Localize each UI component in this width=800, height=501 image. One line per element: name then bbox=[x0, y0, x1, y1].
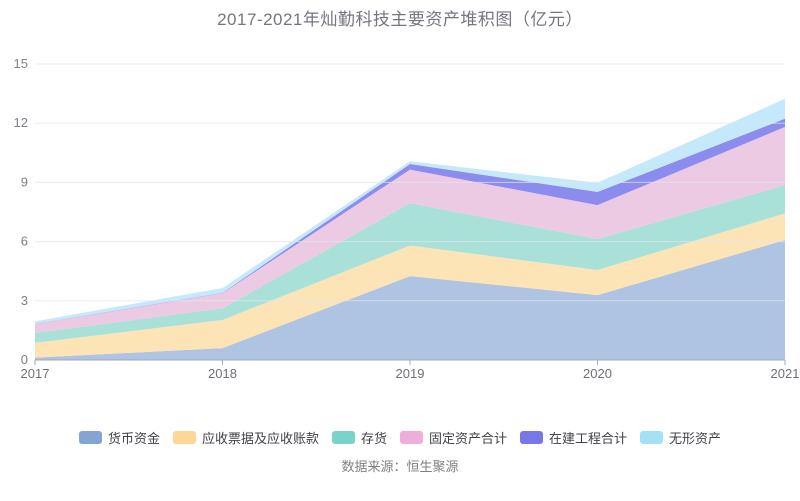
y-tick-label-12: 12 bbox=[14, 115, 28, 130]
x-tick-label-2017: 2017 bbox=[21, 366, 50, 381]
y-tick-label-6: 6 bbox=[21, 234, 28, 249]
chart-title: 2017-2021年灿勤科技主要资产堆积图（亿元） bbox=[217, 10, 583, 29]
legend-item-3[interactable]: 固定资产合计 bbox=[400, 428, 507, 447]
legend-item-4[interactable]: 在建工程合计 bbox=[520, 428, 627, 447]
stacked-area-chart: 2017 2018 2019 2020 2021 0 3 6 9 12 15 bbox=[14, 56, 800, 381]
legend-label: 存货 bbox=[360, 431, 387, 446]
legend-label: 固定资产合计 bbox=[429, 431, 508, 446]
legend-item-2[interactable]: 存货 bbox=[331, 428, 387, 447]
legend-swatch-icon bbox=[400, 431, 423, 444]
area-layer-1[interactable] bbox=[35, 213, 785, 358]
y-tick-label-9: 9 bbox=[21, 174, 28, 189]
legend-swatch-icon bbox=[520, 431, 544, 444]
legend-label: 货币资金 bbox=[107, 431, 160, 446]
legend-label: 在建工程合计 bbox=[549, 431, 628, 446]
legend-swatch-icon bbox=[172, 431, 196, 444]
x-tick-label-2020: 2020 bbox=[583, 366, 612, 381]
legend-label: 无形资产 bbox=[669, 431, 722, 446]
y-tick-label-3: 3 bbox=[21, 293, 28, 308]
legend-swatch-icon bbox=[78, 431, 102, 444]
y-tick-label-15: 15 bbox=[14, 56, 28, 71]
area-layer-2[interactable] bbox=[35, 185, 785, 343]
chart-legend: 货币资金 应收票据及应收账款 存货 固定资产合计 在建工程合计 无形资产 bbox=[0, 428, 800, 447]
data-source-caption: 数据来源：恒生聚源 bbox=[341, 459, 459, 474]
area-layer-0[interactable] bbox=[35, 240, 785, 360]
legend-swatch-icon bbox=[331, 431, 355, 444]
x-tick-label-2019: 2019 bbox=[396, 366, 425, 381]
y-tick-label-0: 0 bbox=[21, 352, 28, 367]
x-tick-label-2021: 2021 bbox=[771, 366, 800, 381]
x-tick-label-2018: 2018 bbox=[208, 366, 237, 381]
legend-item-1[interactable]: 应收票据及应收账款 bbox=[172, 428, 319, 447]
legend-item-0[interactable]: 货币资金 bbox=[78, 428, 160, 447]
area-layer-3[interactable] bbox=[35, 126, 785, 333]
legend-item-5[interactable]: 无形资产 bbox=[640, 428, 721, 447]
legend-swatch-icon bbox=[640, 431, 664, 444]
legend-label: 应收票据及应收账款 bbox=[201, 431, 319, 446]
